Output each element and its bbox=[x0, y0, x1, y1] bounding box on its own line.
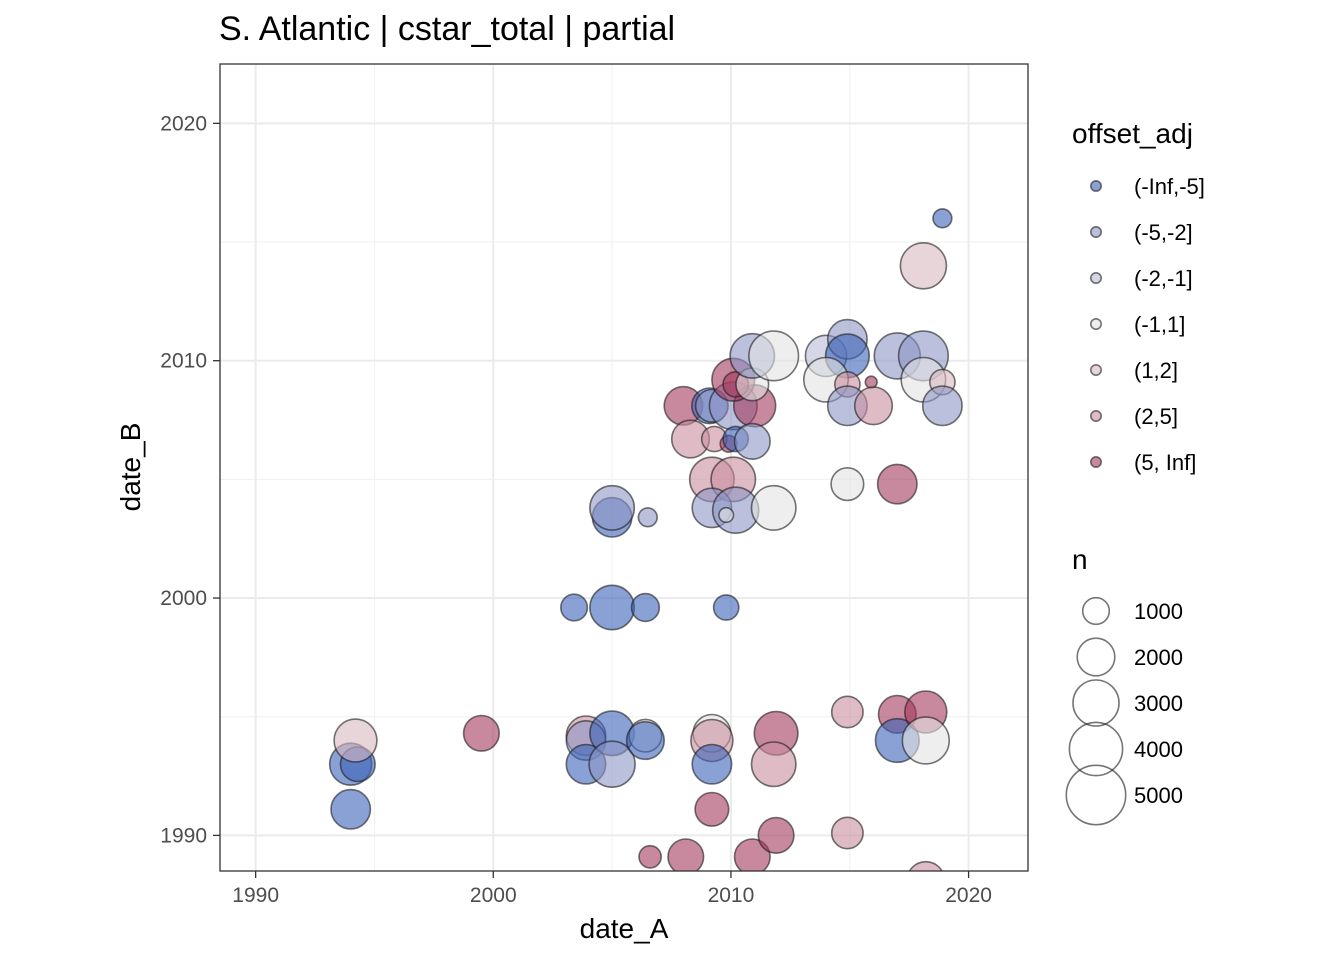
size-legend: n 1000 2000 3000 4000 5000 bbox=[1065, 544, 1183, 826]
color-legend-key bbox=[1090, 180, 1103, 193]
color-legend-key bbox=[1090, 363, 1103, 376]
y-axis: 1990 2000 2010 2020 bbox=[160, 112, 220, 847]
data-point bbox=[830, 467, 865, 502]
data-point bbox=[921, 385, 963, 427]
y-tick-label: 2000 bbox=[160, 587, 207, 610]
data-point bbox=[589, 584, 636, 631]
data-point bbox=[830, 816, 864, 850]
data-point bbox=[638, 844, 663, 869]
size-legend-key bbox=[1081, 596, 1111, 626]
color-legend-title: offset_adj bbox=[1072, 118, 1193, 149]
data-point bbox=[750, 741, 797, 788]
size-legend-key bbox=[1072, 679, 1120, 727]
size-legend-key bbox=[1065, 764, 1127, 826]
data-point bbox=[757, 816, 795, 855]
color-legend-key bbox=[1090, 317, 1103, 330]
color-legend-label: (-1,1] bbox=[1134, 312, 1185, 337]
data-point bbox=[908, 860, 943, 871]
size-legend-title: n bbox=[1072, 544, 1088, 575]
data-points bbox=[328, 208, 963, 871]
x-axis: 1990 2000 2010 2020 bbox=[232, 871, 992, 907]
data-point bbox=[932, 208, 953, 229]
size-legend-label: 2000 bbox=[1134, 645, 1183, 670]
data-point bbox=[625, 720, 666, 761]
color-legend-label: (2,5] bbox=[1134, 404, 1178, 429]
data-point bbox=[864, 375, 878, 389]
data-point bbox=[718, 506, 735, 524]
data-point bbox=[588, 740, 636, 789]
panel-border bbox=[219, 63, 1029, 872]
size-legend-label: 1000 bbox=[1134, 599, 1183, 624]
color-legend-label: (5, Inf] bbox=[1134, 450, 1196, 475]
data-point bbox=[712, 594, 740, 621]
data-point bbox=[637, 507, 658, 528]
color-legend-key bbox=[1090, 226, 1103, 239]
data-point bbox=[589, 484, 636, 531]
x-tick-label: 2000 bbox=[470, 884, 517, 907]
color-legend-label: (-Inf,-5] bbox=[1134, 174, 1205, 199]
size-legend-label: 5000 bbox=[1134, 783, 1183, 808]
data-point bbox=[694, 791, 730, 827]
data-point bbox=[830, 695, 864, 729]
color-legend-key bbox=[1090, 271, 1103, 284]
data-point bbox=[901, 716, 950, 765]
data-point bbox=[559, 593, 589, 622]
data-point bbox=[462, 714, 501, 752]
data-point bbox=[876, 463, 918, 505]
data-point bbox=[667, 838, 705, 871]
data-point bbox=[333, 718, 378, 763]
data-point bbox=[733, 422, 771, 461]
size-legend-key bbox=[1068, 721, 1124, 777]
data-point bbox=[750, 484, 797, 531]
data-point bbox=[630, 592, 661, 623]
y-tick-label: 1990 bbox=[160, 824, 207, 847]
x-tick-label: 1990 bbox=[232, 884, 279, 907]
y-axis-title: date_B bbox=[115, 423, 146, 512]
data-point bbox=[748, 330, 800, 382]
x-tick-label: 2010 bbox=[708, 884, 755, 907]
color-legend-key bbox=[1090, 409, 1103, 422]
y-tick-label: 2020 bbox=[160, 112, 207, 135]
data-point bbox=[691, 743, 733, 785]
data-point bbox=[733, 838, 771, 871]
major-gridlines bbox=[220, 64, 1028, 871]
x-axis-title: date_A bbox=[580, 913, 669, 944]
color-legend-label: (-2,-1] bbox=[1134, 266, 1193, 291]
x-tick-label: 2020 bbox=[945, 884, 992, 907]
chart-title: S. Atlantic | cstar_total | partial bbox=[219, 10, 675, 48]
color-legend-label: (1,2] bbox=[1134, 358, 1178, 383]
size-legend-label: 3000 bbox=[1134, 691, 1183, 716]
color-legend-key bbox=[1090, 455, 1103, 468]
size-legend-label: 4000 bbox=[1134, 737, 1183, 762]
data-point bbox=[330, 788, 372, 830]
data-point bbox=[899, 241, 948, 290]
color-legend-label: (-5,-2] bbox=[1134, 220, 1193, 245]
color-legend: offset_adj (-Inf,-5] (-5,-2] (-2,-1] (-1,1]… bbox=[1072, 118, 1205, 475]
size-legend-key bbox=[1076, 637, 1116, 677]
data-point bbox=[853, 386, 894, 426]
y-tick-label: 2010 bbox=[160, 350, 207, 373]
